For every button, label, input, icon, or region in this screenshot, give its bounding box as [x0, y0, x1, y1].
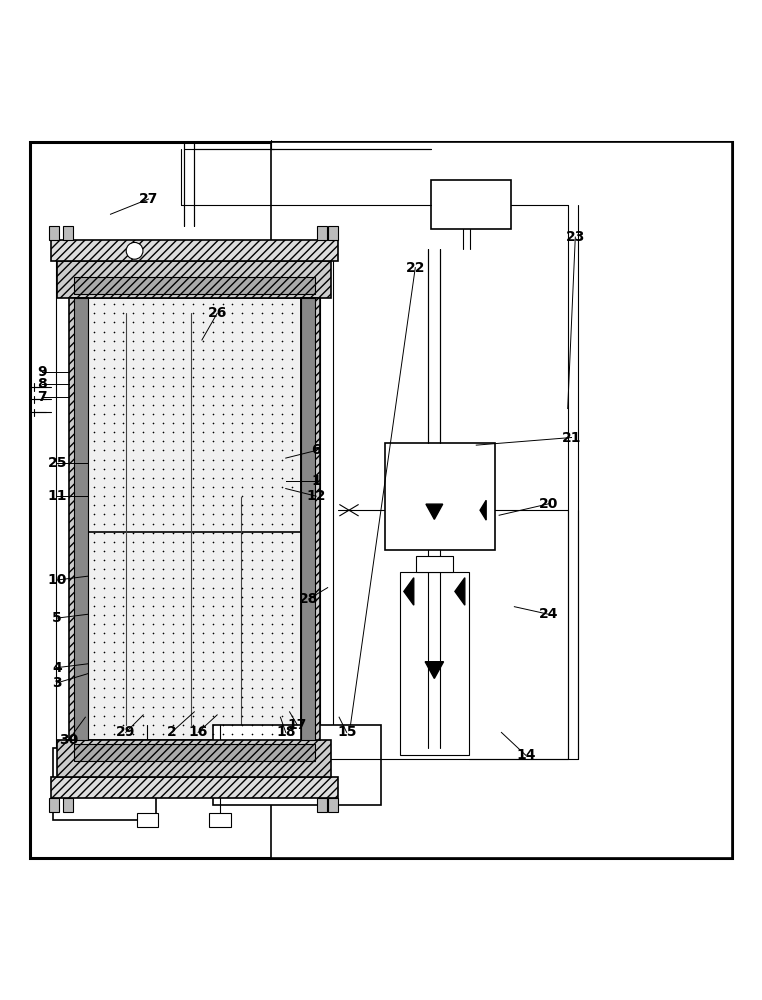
Polygon shape: [404, 578, 414, 605]
Bar: [301, 298, 315, 740]
Bar: [74, 744, 315, 761]
Bar: [213, 725, 381, 805]
Bar: [49, 226, 59, 240]
Bar: [400, 572, 469, 755]
Bar: [62, 226, 72, 240]
Text: 15: 15: [337, 725, 357, 739]
Text: 30: 30: [59, 733, 78, 747]
Bar: [318, 226, 328, 240]
Text: 3: 3: [53, 676, 62, 690]
Bar: [328, 226, 338, 240]
Polygon shape: [480, 500, 486, 520]
Text: 18: 18: [276, 725, 296, 739]
Text: 20: 20: [539, 497, 559, 511]
Text: 21: 21: [562, 431, 581, 445]
Text: 1: 1: [312, 474, 321, 488]
Text: 14: 14: [516, 748, 536, 762]
Bar: [88, 298, 301, 740]
Text: 29: 29: [116, 725, 136, 739]
Text: 9: 9: [37, 365, 46, 379]
Polygon shape: [425, 662, 443, 678]
Bar: [385, 443, 495, 550]
Bar: [301, 298, 320, 740]
Bar: [57, 740, 331, 777]
Bar: [136, 813, 158, 827]
Bar: [57, 261, 331, 298]
Bar: [431, 180, 511, 229]
Bar: [49, 798, 59, 812]
Text: 2: 2: [167, 725, 176, 739]
Text: 7: 7: [37, 390, 46, 404]
Bar: [210, 813, 231, 827]
Bar: [53, 748, 156, 820]
Text: 10: 10: [47, 573, 67, 587]
Text: 4: 4: [53, 661, 62, 675]
Circle shape: [126, 242, 143, 259]
Text: 12: 12: [306, 489, 326, 503]
Text: 25: 25: [47, 456, 67, 470]
Bar: [271, 142, 732, 858]
Polygon shape: [426, 504, 443, 519]
Bar: [51, 240, 338, 261]
Bar: [328, 798, 338, 812]
Text: 17: 17: [287, 718, 307, 732]
Text: 16: 16: [188, 725, 208, 739]
Text: 8: 8: [37, 377, 46, 391]
Text: 6: 6: [312, 443, 321, 457]
Text: 11: 11: [47, 489, 67, 503]
Bar: [318, 798, 328, 812]
Bar: [62, 798, 72, 812]
Text: 26: 26: [207, 306, 227, 320]
Text: 5: 5: [53, 611, 62, 625]
Bar: [416, 556, 453, 572]
Bar: [74, 298, 88, 740]
Polygon shape: [455, 578, 465, 605]
Bar: [69, 298, 88, 740]
Text: 24: 24: [539, 607, 559, 621]
Text: 28: 28: [299, 592, 319, 606]
Bar: [51, 777, 338, 798]
Bar: [74, 277, 315, 294]
Text: 22: 22: [405, 261, 425, 275]
Text: 27: 27: [139, 192, 158, 206]
Text: 23: 23: [565, 230, 585, 244]
